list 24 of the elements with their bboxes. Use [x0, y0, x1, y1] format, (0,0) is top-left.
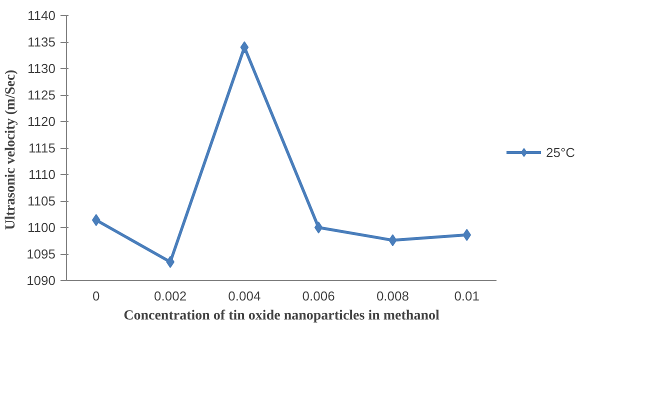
- point: [314, 222, 323, 234]
- x-tick-label: 0.01: [454, 288, 480, 304]
- y-tick-label: 1090: [26, 273, 56, 288]
- legend-label: 25°C: [546, 144, 576, 160]
- y-tick-label: 1100: [28, 220, 56, 235]
- point: [240, 41, 249, 54]
- x-tick-label: 0.006: [302, 288, 335, 304]
- y-tick-label: 1120: [28, 114, 56, 129]
- y-tick-label: 1115: [28, 140, 56, 156]
- y-tick-label: 1135: [28, 34, 56, 50]
- x-tick-label: 0: [92, 288, 100, 304]
- point: [462, 228, 472, 241]
- y-tick-label: 1095: [26, 246, 56, 262]
- x-tick-label: 0.002: [154, 288, 187, 304]
- y-tick-label: 1125: [28, 88, 56, 102]
- y-tick-label: 1140: [28, 8, 56, 23]
- y-tick-label: 1130: [28, 61, 56, 76]
- y-tick-label: 1105: [28, 194, 56, 208]
- x-axis-title: Concentration of tin oxide nanoparticles in methanol: [124, 308, 440, 324]
- y-tick-label: 1110: [28, 167, 56, 182]
- y-axis-title: Ultrasonic velocity (m/Sec): [4, 69, 19, 230]
- point: [92, 214, 100, 226]
- x-tick-label: 0.004: [228, 288, 261, 304]
- x-tick-label: 0.008: [376, 288, 409, 304]
